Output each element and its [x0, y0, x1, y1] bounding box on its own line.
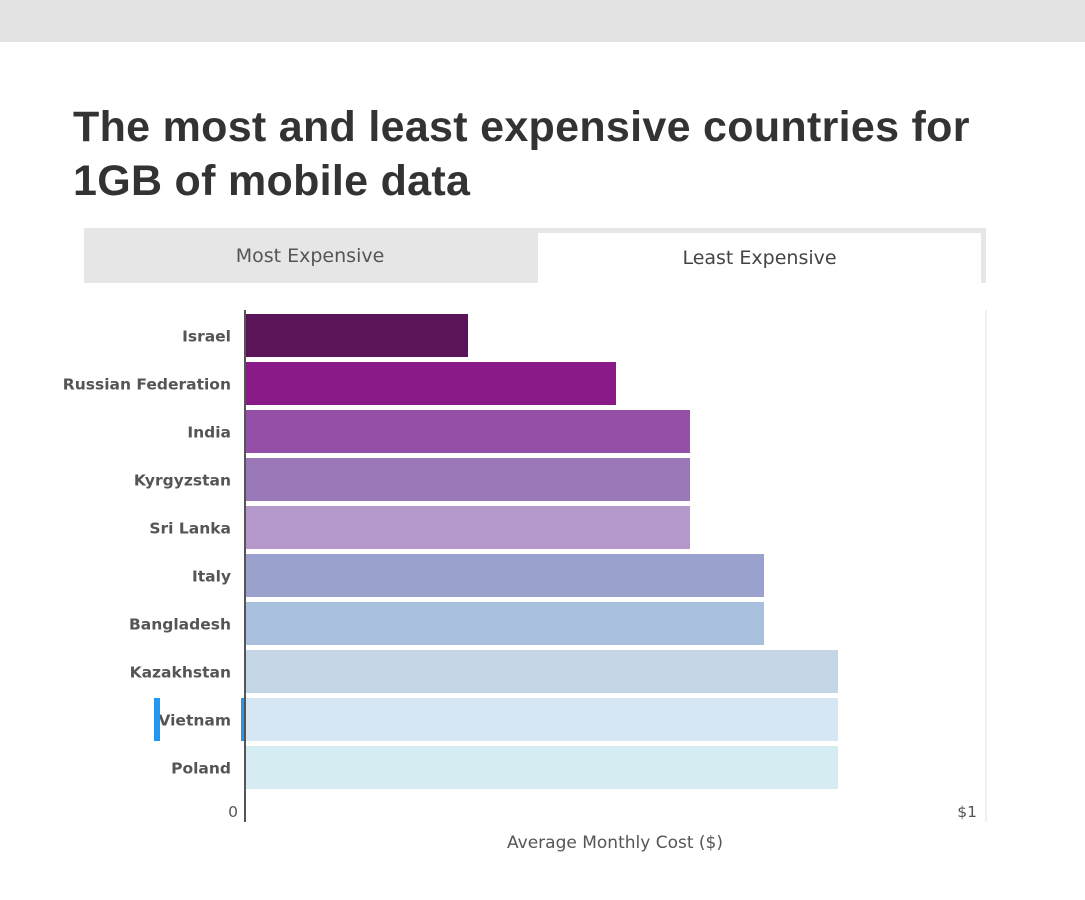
y-tick-label: Bangladesh [129, 616, 231, 634]
bar-kyrgyzstan[interactable] [246, 458, 690, 501]
y-tick-label: Sri Lanka [149, 520, 231, 538]
tab-most-expensive[interactable]: Most Expensive [235, 244, 385, 267]
y-tick-label: Italy [192, 568, 231, 586]
highlight-marker-axis [241, 698, 246, 741]
x-axis-title: Average Monthly Cost ($) [507, 833, 723, 853]
bar-bangladesh[interactable] [246, 602, 764, 645]
bar-israel[interactable] [246, 314, 468, 357]
top-bar [0, 0, 1085, 42]
y-tick-label: Poland [171, 760, 231, 778]
tab-least-expensive[interactable]: Least Expensive [538, 233, 981, 283]
bar-india[interactable] [246, 410, 690, 453]
tab-bar: Most Expensive Least Expensive [84, 228, 986, 283]
x-tick-label: $1 [957, 803, 977, 821]
y-tick-label: India [187, 424, 231, 442]
bar-vietnam[interactable] [246, 698, 838, 741]
highlight-marker-left [154, 698, 160, 741]
bar-russian-federation[interactable] [246, 362, 616, 405]
y-tick-label: Russian Federation [63, 376, 231, 394]
chart-title: The most and least expensive countries f… [73, 103, 970, 205]
bar-sri-lanka[interactable] [246, 506, 690, 549]
bar-italy[interactable] [246, 554, 764, 597]
y-tick-label: Vietnam [158, 712, 231, 730]
x-tick-label: 0 [228, 803, 238, 821]
y-tick-label: Kyrgyzstan [134, 472, 231, 490]
bar-kazakhstan[interactable] [246, 650, 838, 693]
y-tick-label: Kazakhstan [130, 664, 231, 682]
bar-poland[interactable] [246, 746, 838, 789]
y-tick-label: Israel [182, 328, 231, 346]
